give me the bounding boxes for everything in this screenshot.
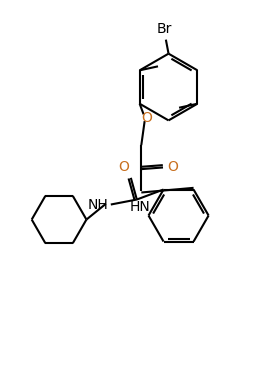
Text: O: O bbox=[119, 160, 129, 174]
Text: Br: Br bbox=[157, 22, 172, 36]
Text: HN: HN bbox=[129, 200, 150, 214]
Text: NH: NH bbox=[87, 198, 108, 212]
Text: O: O bbox=[167, 160, 178, 174]
Text: O: O bbox=[142, 111, 152, 125]
